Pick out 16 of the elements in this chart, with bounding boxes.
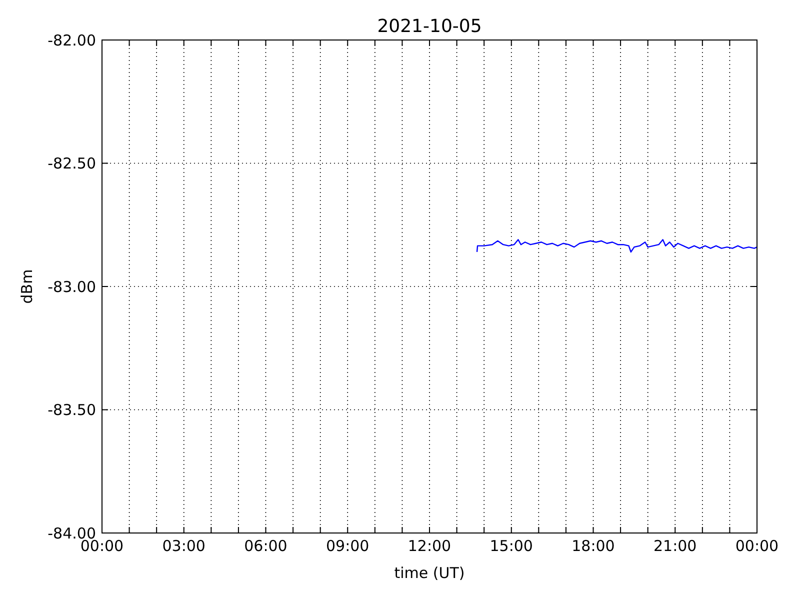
x-tick-label: 03:00 [162,537,206,555]
x-tick-label: 18:00 [572,537,615,555]
y-tick-label: -83.00 [48,278,96,296]
x-tick-label: 00:00 [735,537,779,555]
y-tick-label: -82.50 [48,154,96,172]
x-tick-label: 15:00 [490,537,533,555]
line-series [476,239,757,253]
chart-title: 2021-10-05 [377,16,482,37]
y-tick-label: -82.00 [48,31,96,50]
x-tick-label: 06:00 [244,537,288,555]
x-tick-label: 09:00 [326,537,370,555]
x-tick-label: 12:00 [408,537,452,555]
x-axis-title: time (UT) [394,564,465,582]
x-tick-label: 21:00 [654,537,697,555]
y-tick-label: -83.50 [48,401,96,419]
y-axis-title: dBm [18,269,36,304]
